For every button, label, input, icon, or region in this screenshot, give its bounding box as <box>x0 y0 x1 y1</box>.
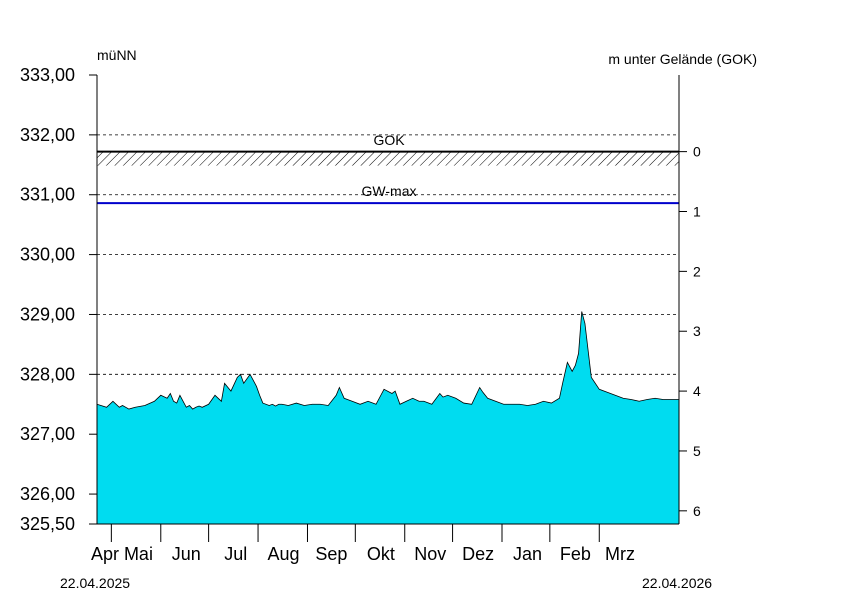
left-tick-label: 325,50 <box>20 514 75 534</box>
left-tick-label: 333,00 <box>20 65 75 85</box>
left-tick-label: 331,00 <box>20 185 75 205</box>
month-label: Mai <box>124 544 153 564</box>
series-line <box>96 311 679 410</box>
month-label: Jul <box>224 544 247 564</box>
month-label: Okt <box>367 544 395 564</box>
month-label: Jun <box>172 544 201 564</box>
left-ticks: 333,00 332,00 331,00 330,00 329,00 328,00 327,… <box>20 65 97 534</box>
right-tick-label: 0 <box>693 144 701 160</box>
month-label: Dez <box>462 544 494 564</box>
right-tick-label: 3 <box>693 323 701 339</box>
right-tick-label: 5 <box>693 443 701 459</box>
right-tick-label: 4 <box>693 383 701 399</box>
series-area <box>97 311 679 524</box>
right-unit-label: m unter Gelände (GOK) <box>608 51 757 67</box>
month-label: Nov <box>414 544 446 564</box>
month-label: Apr <box>91 544 119 564</box>
right-ticks: 0 1 2 3 4 5 6 <box>679 144 701 519</box>
right-tick-label: 2 <box>693 263 701 279</box>
start-date: 22.04.2025 <box>60 575 130 591</box>
left-tick-label: 327,00 <box>20 424 75 444</box>
gok-annotation: GOK <box>373 132 405 148</box>
gok-hatch <box>97 151 679 166</box>
month-label: Aug <box>268 544 300 564</box>
gw-max-annotation: GW-max <box>362 183 417 199</box>
month-label: Mrz <box>605 544 635 564</box>
month-label: Sep <box>315 544 347 564</box>
right-tick-label: 6 <box>693 503 701 519</box>
left-tick-label: 328,00 <box>20 364 75 384</box>
left-tick-label: 330,00 <box>20 245 75 265</box>
month-ticks: Apr Mai Jun Jul Aug Sep Okt Nov Dez Jan Feb Mrz <box>91 524 635 564</box>
left-tick-label: 326,00 <box>20 484 75 504</box>
left-unit-label: müNN <box>97 47 137 63</box>
month-label: Feb <box>560 544 591 564</box>
left-tick-label: 329,00 <box>20 304 75 324</box>
left-tick-label: 332,00 <box>20 125 75 145</box>
right-tick-label: 1 <box>693 203 701 219</box>
end-date: 22.04.2026 <box>642 575 712 591</box>
month-label: Jan <box>513 544 542 564</box>
